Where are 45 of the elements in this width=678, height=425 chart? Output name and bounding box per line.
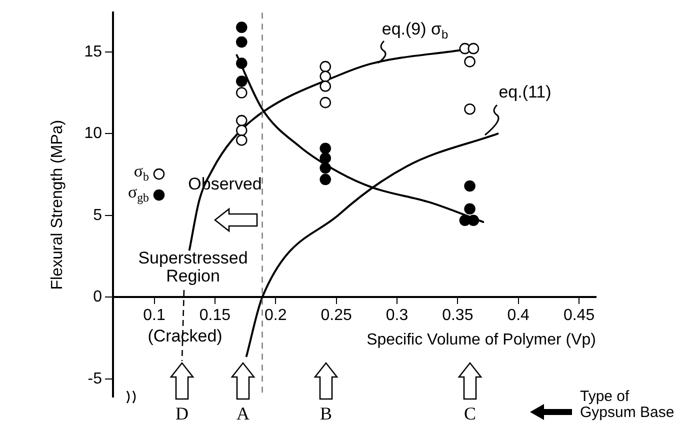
point bbox=[236, 58, 248, 69]
x-tick-label: 0.1 bbox=[143, 307, 166, 324]
point bbox=[320, 152, 332, 164]
y-axis-title: Flexural Strength (MPa) bbox=[49, 120, 66, 290]
point bbox=[464, 203, 476, 215]
point bbox=[320, 70, 332, 82]
text: D bbox=[176, 404, 188, 424]
x-tick-label: 0.25 bbox=[320, 307, 352, 324]
x-axis-title: Specific Volume of Polymer (Vp) bbox=[366, 331, 596, 348]
point bbox=[236, 87, 248, 98]
annotation: eq.(11) bbox=[498, 82, 552, 102]
point bbox=[468, 42, 480, 54]
point bbox=[464, 103, 476, 115]
point bbox=[236, 134, 248, 146]
point bbox=[464, 56, 476, 68]
y-tick-label: 5 bbox=[93, 206, 102, 224]
point bbox=[320, 174, 332, 186]
y-tick-label: -5 bbox=[88, 370, 102, 388]
x-tick-label: 0.45 bbox=[563, 307, 595, 324]
annotation: (Cracked) bbox=[148, 326, 222, 346]
x-tick-label: 0.15 bbox=[199, 307, 231, 324]
point bbox=[320, 80, 332, 92]
point bbox=[236, 114, 248, 126]
text: A bbox=[236, 404, 250, 424]
point bbox=[320, 96, 332, 108]
x-tick-label: 0.2 bbox=[264, 307, 287, 324]
x-tick-label: 0.4 bbox=[507, 307, 530, 324]
point bbox=[468, 214, 480, 226]
text: C bbox=[464, 404, 476, 424]
x-tick-label: 0.35 bbox=[442, 307, 474, 324]
point bbox=[320, 162, 332, 174]
text: B bbox=[320, 404, 332, 424]
y-tick-label: 10 bbox=[84, 125, 102, 142]
point bbox=[320, 60, 332, 72]
point bbox=[236, 124, 248, 136]
y-tick-label: 0 bbox=[93, 288, 102, 306]
y-tick-label: 15 bbox=[84, 43, 102, 60]
point bbox=[236, 76, 248, 87]
annotation: Superstressed Region bbox=[138, 248, 248, 286]
point bbox=[464, 180, 476, 192]
annotation: Type of Gypsum Base bbox=[580, 388, 674, 422]
point bbox=[236, 22, 248, 33]
point bbox=[320, 142, 332, 154]
x-tick-label: 0.3 bbox=[386, 307, 408, 324]
point bbox=[236, 36, 248, 48]
